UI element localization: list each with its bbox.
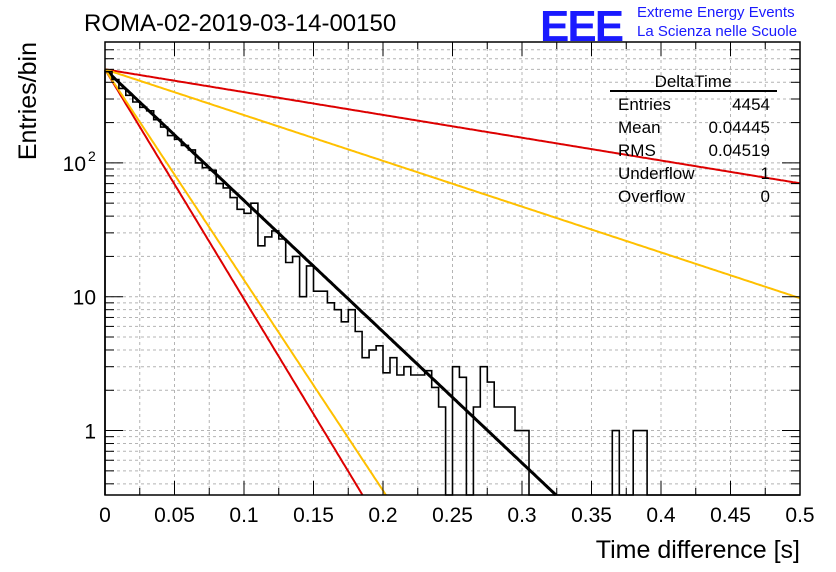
- fit-curve-0: [103, 68, 557, 497]
- fit-curve-4: [104, 68, 801, 300]
- stats-title: DeltaTime: [655, 72, 732, 91]
- logo-subtitle-line1: Extreme Energy Events: [637, 4, 795, 21]
- stats-label: Underflow: [618, 164, 695, 183]
- x-tick-label: 0.05: [154, 504, 195, 527]
- stats-label: Mean: [618, 118, 661, 137]
- y-tick-label: 10: [63, 153, 86, 176]
- fit-curve-3: [104, 68, 387, 496]
- x-tick-label: 0.4: [646, 504, 676, 527]
- x-tick-label: 0.2: [368, 504, 397, 527]
- run-title: ROMA-02-2019-03-14-00150: [84, 10, 397, 37]
- stats-label: Entries: [618, 95, 671, 114]
- x-axis-title: Time difference [s]: [596, 536, 800, 564]
- x-tick-label: 0.15: [293, 504, 334, 527]
- stats-value: 0.04445: [709, 118, 770, 137]
- stats-label: Overflow: [618, 187, 686, 206]
- stats-value: 0.04519: [709, 141, 770, 160]
- axis-ticks: [104, 42, 801, 495]
- x-tick-label: 0.25: [432, 504, 473, 527]
- x-tick-labels: 0 0.05 0.1 0.15 0.2 0.25 0.3 0.35 0.4 0.45 0.5: [99, 504, 814, 527]
- stats-box: DeltaTime Entries 4454 Mean 0.04445 RMS 0.045…: [610, 72, 777, 206]
- y-tick-label-exponent: 2: [88, 148, 96, 164]
- stats-value: 4454: [732, 95, 770, 114]
- y-tick-label: 1: [84, 421, 96, 444]
- x-tick-label: 0.1: [229, 504, 258, 527]
- x-tick-label: 0.3: [507, 504, 536, 527]
- stats-value: 1: [761, 164, 770, 183]
- x-tick-label: 0.45: [710, 504, 751, 527]
- y-axis-title: Entries/bin: [14, 42, 42, 160]
- eee-logo: EEE: [540, 2, 624, 51]
- stats-value: 0: [761, 187, 770, 206]
- fit-curves: [103, 68, 801, 497]
- fit-curve-1: [104, 68, 364, 496]
- fit-curve-2: [104, 68, 801, 185]
- logo-subtitle-line2: La Scienza nelle Scuole: [637, 23, 798, 40]
- y-tick-label: 10: [73, 287, 96, 310]
- stats-label: RMS: [618, 141, 656, 160]
- x-tick-label: 0: [99, 504, 111, 527]
- x-tick-label: 0.35: [571, 504, 612, 527]
- x-tick-label: 0.5: [785, 504, 814, 527]
